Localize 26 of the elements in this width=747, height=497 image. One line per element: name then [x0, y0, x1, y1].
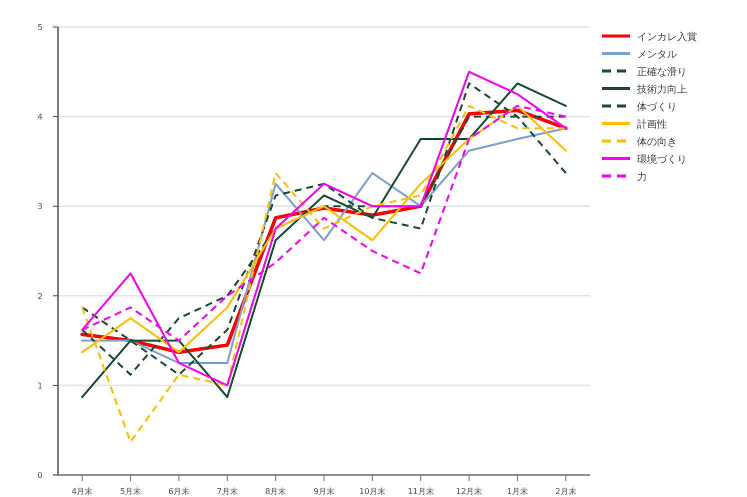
x-tick-label: 8月末 — [265, 487, 286, 496]
legend-label: 正確な滑り — [637, 66, 687, 78]
x-tick-label: 7月末 — [216, 487, 238, 496]
x-tick-label: 10月末 — [359, 487, 386, 496]
x-tick-label: 11月末 — [408, 487, 434, 496]
legend-label: 環境づくり — [637, 154, 687, 166]
x-tick-label: 1月末 — [506, 487, 528, 496]
y-tick-label: 3 — [37, 202, 43, 212]
x-tick-label: 2月末 — [555, 487, 576, 496]
x-tick-label: 9月末 — [313, 487, 335, 496]
y-tick-label: 0 — [37, 471, 43, 480]
y-tick-label: 4 — [37, 112, 43, 122]
y-tick-label: 1 — [37, 381, 43, 390]
legend-label: 力 — [637, 171, 647, 183]
legend-label: 体の向き — [637, 136, 677, 148]
legend-label: 技術力向上 — [636, 84, 687, 96]
x-tick-label: 12月末 — [456, 487, 482, 496]
legend-label: メンタル — [637, 50, 677, 60]
legend-label: 体づくり — [637, 101, 677, 113]
legend-label: 計画性 — [637, 118, 667, 130]
x-tick-label: 6月末 — [168, 487, 190, 496]
x-tick-label: 4月末 — [72, 487, 93, 496]
legend-label: インカレ入賞 — [637, 31, 697, 43]
y-tick-label: 2 — [37, 292, 43, 301]
y-tick-label: 5 — [37, 23, 43, 32]
x-tick-label: 5月末 — [120, 487, 142, 496]
